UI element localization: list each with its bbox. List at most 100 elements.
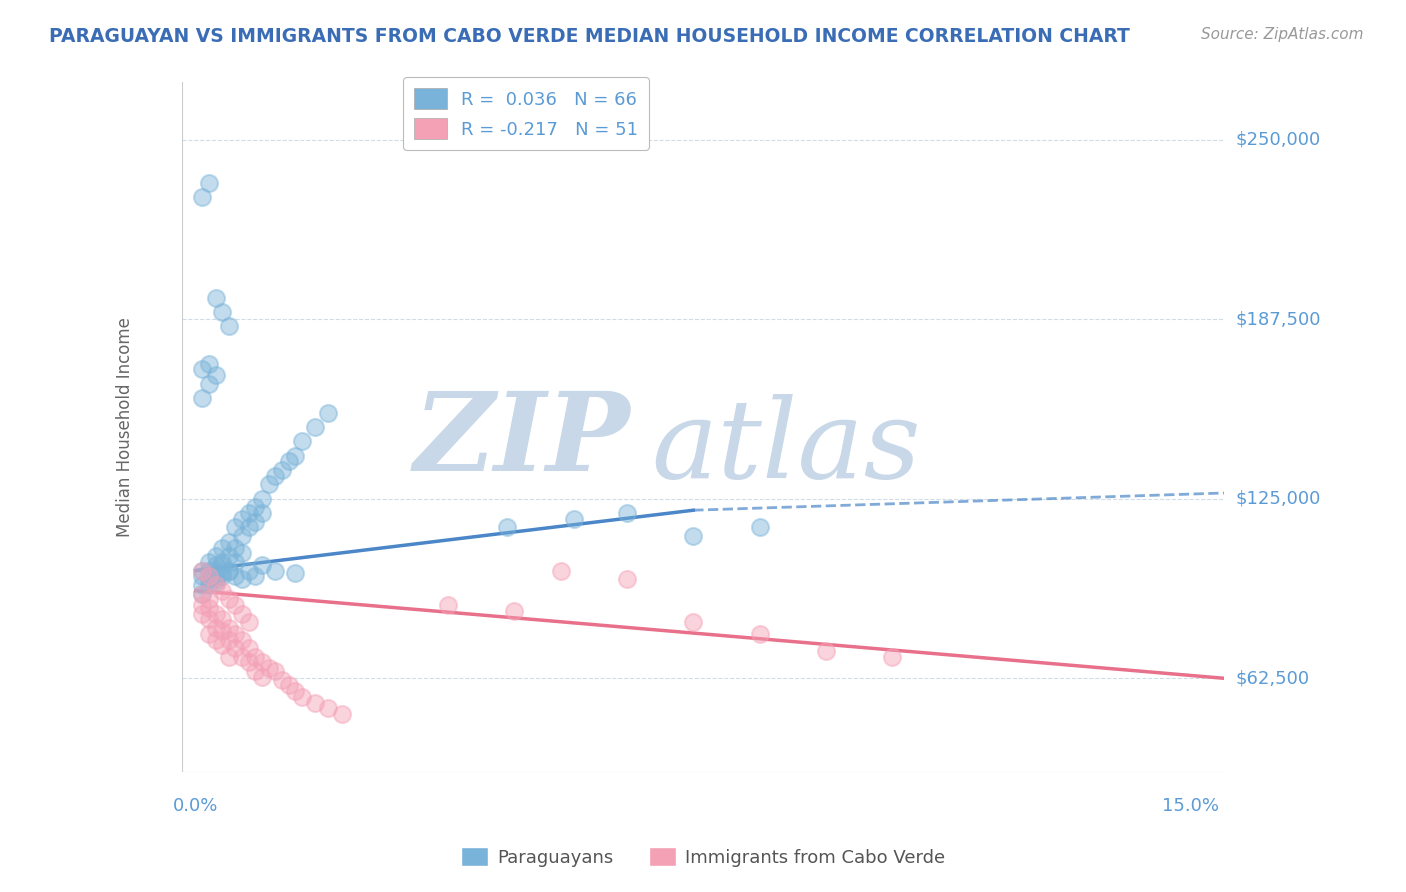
- Point: [682, 615, 704, 630]
- Point: [616, 506, 638, 520]
- Point: [264, 564, 287, 578]
- Point: [238, 656, 260, 670]
- Point: [191, 598, 214, 612]
- Point: [250, 558, 273, 572]
- Point: [231, 607, 253, 621]
- Point: [211, 624, 233, 638]
- Point: [204, 578, 226, 592]
- Point: [191, 569, 214, 583]
- Point: [250, 656, 273, 670]
- Legend: R =  0.036   N = 66, R = -0.217   N = 51: R = 0.036 N = 66, R = -0.217 N = 51: [404, 78, 650, 150]
- Point: [198, 564, 221, 578]
- Point: [562, 512, 585, 526]
- Point: [198, 592, 221, 607]
- Point: [191, 586, 214, 600]
- Point: [204, 291, 226, 305]
- Point: [211, 541, 233, 555]
- Point: [238, 615, 260, 630]
- Point: [270, 463, 292, 477]
- Point: [191, 564, 214, 578]
- Text: Median Household Income: Median Household Income: [117, 317, 134, 537]
- Point: [218, 534, 240, 549]
- Point: [204, 575, 226, 590]
- Point: [616, 572, 638, 586]
- Point: [284, 684, 307, 698]
- Point: [238, 641, 260, 656]
- Point: [191, 607, 214, 621]
- Point: [277, 678, 299, 692]
- Point: [191, 362, 214, 376]
- Point: [204, 572, 226, 586]
- Point: [245, 515, 267, 529]
- Point: [191, 190, 214, 204]
- Point: [277, 454, 299, 468]
- Point: [318, 405, 340, 419]
- Point: [231, 649, 253, 664]
- Point: [238, 506, 260, 520]
- Point: [204, 368, 226, 383]
- Point: [211, 569, 233, 583]
- Point: [218, 592, 240, 607]
- Point: [204, 564, 226, 578]
- Point: [550, 564, 572, 578]
- Point: [231, 632, 253, 647]
- Text: $250,000: $250,000: [1236, 130, 1320, 149]
- Point: [250, 506, 273, 520]
- Point: [814, 644, 837, 658]
- Point: [198, 176, 221, 190]
- Point: [291, 434, 314, 449]
- Point: [224, 569, 246, 583]
- Point: [224, 598, 246, 612]
- Point: [204, 558, 226, 572]
- Point: [198, 376, 221, 391]
- Point: [748, 520, 770, 534]
- Point: [218, 649, 240, 664]
- Point: [245, 664, 267, 678]
- Point: [231, 546, 253, 560]
- Point: [198, 555, 221, 569]
- Point: [211, 638, 233, 652]
- Point: [211, 555, 233, 569]
- Point: [211, 583, 233, 598]
- Text: Source: ZipAtlas.com: Source: ZipAtlas.com: [1201, 27, 1364, 42]
- Point: [211, 558, 233, 572]
- Point: [204, 549, 226, 564]
- Point: [224, 555, 246, 569]
- Point: [224, 541, 246, 555]
- Point: [218, 632, 240, 647]
- Text: atlas: atlas: [651, 394, 921, 501]
- Point: [211, 612, 233, 626]
- Point: [231, 572, 253, 586]
- Point: [204, 569, 226, 583]
- Point: [198, 569, 221, 583]
- Point: [264, 468, 287, 483]
- Point: [318, 701, 340, 715]
- Point: [882, 649, 904, 664]
- Text: $187,500: $187,500: [1236, 310, 1320, 328]
- Point: [224, 520, 246, 534]
- Point: [503, 604, 526, 618]
- Point: [218, 621, 240, 635]
- Point: [191, 578, 214, 592]
- Point: [231, 512, 253, 526]
- Point: [250, 670, 273, 684]
- Point: [198, 572, 221, 586]
- Point: [198, 612, 221, 626]
- Point: [436, 598, 458, 612]
- Point: [211, 305, 233, 319]
- Point: [257, 477, 280, 491]
- Point: [238, 564, 260, 578]
- Point: [191, 564, 214, 578]
- Point: [238, 520, 260, 534]
- Point: [245, 569, 267, 583]
- Point: [198, 601, 221, 615]
- Point: [291, 690, 314, 704]
- Point: [682, 529, 704, 543]
- Legend: Paraguayans, Immigrants from Cabo Verde: Paraguayans, Immigrants from Cabo Verde: [453, 840, 953, 874]
- Point: [231, 529, 253, 543]
- Point: [218, 549, 240, 564]
- Point: [191, 391, 214, 405]
- Point: [211, 566, 233, 581]
- Point: [224, 627, 246, 641]
- Point: [224, 641, 246, 656]
